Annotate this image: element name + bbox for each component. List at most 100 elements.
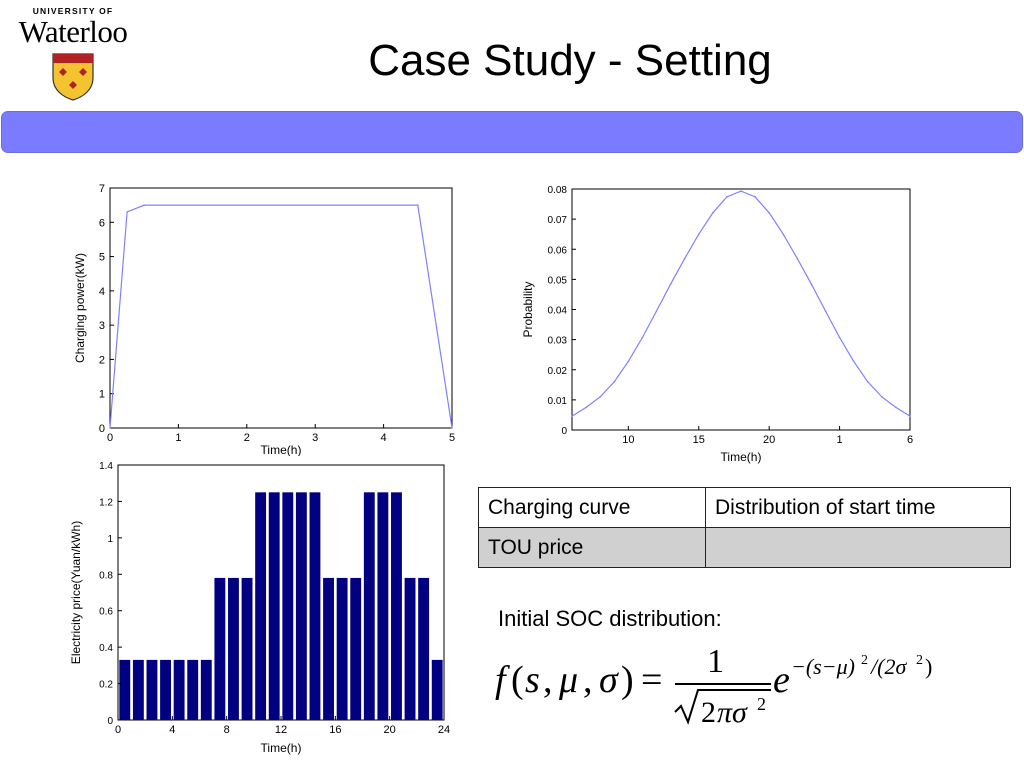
price-bar: [431, 659, 443, 720]
probability-point: [754, 196, 756, 198]
probability-point: [599, 396, 601, 398]
probability-point: [655, 310, 658, 312]
x-tick-label: 1: [837, 434, 843, 446]
y-tick-label: 0.06: [548, 245, 568, 256]
x-tick-label: 16: [329, 724, 341, 736]
svg-text:f: f: [495, 659, 510, 701]
probability-point: [697, 233, 700, 235]
charging-point: [417, 204, 419, 206]
price-bar: [309, 492, 321, 720]
x-axis-label: Time(h): [721, 450, 762, 464]
charging-point: [109, 427, 111, 429]
y-tick-label: 7: [99, 183, 105, 195]
y-axis-label: Probability: [521, 281, 535, 337]
y-tick-label: 1.4: [99, 461, 113, 472]
price-bar: [363, 492, 375, 720]
price-bar: [214, 577, 226, 720]
y-tick-label: 0.05: [548, 275, 568, 286]
table-cell: Charging curve: [478, 487, 706, 528]
probability-point: [866, 381, 869, 383]
price-bar: [255, 492, 267, 720]
y-tick-label: 0: [99, 423, 105, 435]
price-bar: [187, 659, 199, 720]
y-tick-label: 0: [561, 426, 567, 437]
svg-text:μ: μ: [558, 659, 578, 701]
y-tick-label: 2: [99, 354, 105, 366]
svg-text:e: e: [773, 659, 790, 701]
price-bar: [350, 577, 362, 720]
x-tick-label: 20: [763, 434, 775, 446]
price-bar: [228, 577, 239, 720]
x-tick-label: 20: [384, 724, 396, 736]
price-bar: [295, 492, 307, 720]
y-tick-label: 0.03: [548, 336, 568, 347]
probability-point: [683, 257, 686, 260]
svg-text:,: ,: [543, 659, 553, 701]
price-bar: [119, 659, 131, 720]
probability-point: [838, 336, 841, 339]
probability-point: [740, 190, 742, 192]
figure-legend-table: Charging curve Distribution of start tim…: [478, 487, 1011, 568]
plot-frame: [109, 187, 453, 429]
y-tick-label: 6: [99, 217, 105, 229]
svg-text:−(s−μ): −(s−μ): [791, 654, 855, 679]
x-tick-label: 24: [438, 724, 450, 736]
y-tick-label: 1.2: [99, 497, 113, 508]
price-bar: [336, 577, 348, 720]
start-time-distribution-chart: 0 0.01 0.02 0.03 0.04 0.05 0.06 0.07 0.08 10 15 20 1…: [516, 180, 920, 470]
plot-frame: [117, 464, 445, 721]
y-tick-label: 0.08: [548, 185, 568, 196]
y-tick-label: 1: [99, 389, 105, 401]
y-tick-label: 0.4: [99, 643, 113, 654]
svg-text:(: (: [511, 659, 524, 701]
x-tick-label: 12: [275, 724, 287, 736]
table-cell: TOU price: [478, 527, 706, 568]
probability-point: [909, 415, 911, 417]
y-axis-label: Electricity price(Yuan/kWh): [69, 521, 83, 664]
soc-distribution-label: Initial SOC distribution:: [498, 606, 722, 631]
x-tick-label: 4: [381, 432, 387, 444]
svg-text:2: 2: [701, 696, 716, 729]
x-tick-label: 3: [312, 432, 318, 444]
svg-text:=: =: [641, 659, 662, 701]
x-tick-label: 5: [449, 432, 455, 444]
probability-point: [895, 406, 897, 409]
price-bar: [377, 492, 389, 720]
start-time-distribution-svg: 0 0.01 0.02 0.03 0.04 0.05 0.06 0.07 0.08 10 15 20 1…: [521, 185, 913, 464]
svg-text:2: 2: [757, 694, 766, 714]
probability-point: [627, 360, 630, 363]
x-axis-label: Time(h): [261, 443, 302, 456]
svg-text:): ): [925, 654, 932, 679]
y-tick-label: 0.8: [99, 570, 113, 581]
price-bar: [160, 659, 171, 720]
y-tick-label: 0: [107, 716, 113, 727]
price-bar: [323, 577, 334, 720]
table-cell: Distribution of start time: [705, 487, 1011, 528]
charging-point: [126, 211, 128, 213]
tou-price-chart: 0 0.2 0.4 0.6 0.8 1 1.2 1.4 0 4 8 12 16 20 24 Time(h) El…: [68, 456, 458, 762]
price-bar: [200, 659, 212, 720]
probability-point: [768, 211, 770, 214]
price-bar: [132, 659, 144, 720]
table-cell: [705, 527, 1011, 568]
x-tick-label: 8: [224, 724, 230, 736]
slide-title: Case Study - Setting: [368, 36, 772, 85]
x-axis-label: Time(h): [261, 741, 302, 755]
y-tick-label: 0.07: [548, 215, 568, 226]
y-tick-label: 5: [99, 252, 105, 264]
y-tick-label: 0.2: [99, 680, 113, 691]
svg-text:,: ,: [583, 659, 593, 701]
y-tick-label: 4: [99, 286, 105, 298]
price-bar: [282, 492, 294, 720]
price-bar: [241, 577, 253, 720]
header-band: [1, 111, 1023, 153]
x-tick-label: 10: [622, 434, 634, 446]
x-tick-label: 2: [244, 432, 250, 444]
y-tick-label: 0.01: [548, 396, 568, 407]
y-tick-label: 0.6: [99, 607, 113, 618]
probability-point: [810, 283, 813, 285]
probability-point: [585, 406, 587, 409]
price-bar: [268, 492, 280, 720]
probability-point: [782, 233, 785, 235]
svg-text:): ): [621, 659, 634, 701]
